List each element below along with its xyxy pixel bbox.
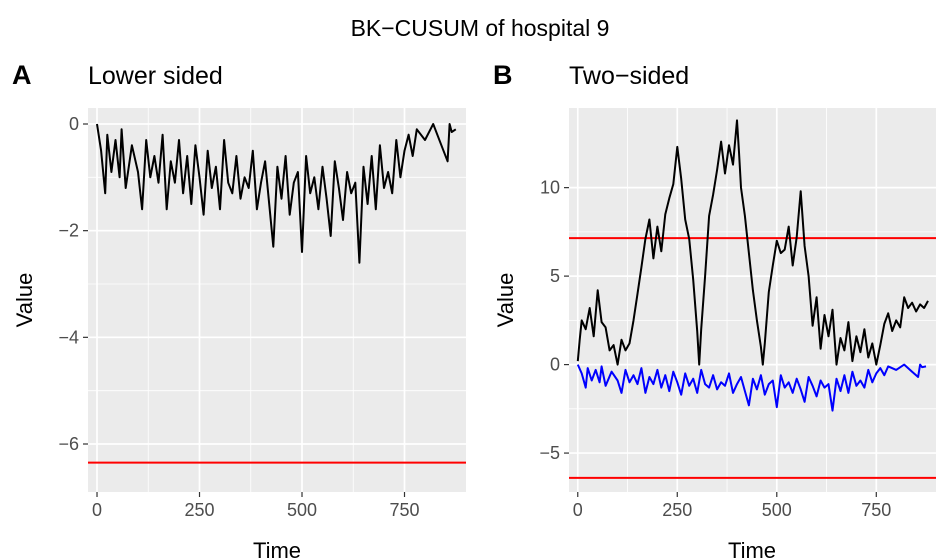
- series-line-2: [576, 363, 927, 412]
- y-tick-label: 0: [550, 355, 560, 375]
- panel-title-a: Lower sided: [88, 62, 223, 90]
- series-line-1: [96, 123, 457, 264]
- y-axis-label-a: Value: [12, 273, 37, 328]
- panel-tag-b: B: [493, 60, 513, 90]
- y-tick-label: 10: [540, 178, 560, 198]
- grid-b: [569, 108, 936, 492]
- x-tick-label: 750: [389, 500, 419, 520]
- y-axis-a: −6 −4 −2 0: [58, 114, 88, 454]
- x-axis-label-b: Time: [728, 538, 776, 560]
- panel-title-b: Two−sided: [569, 62, 689, 90]
- x-tick-label: 500: [762, 500, 792, 520]
- figure-title: BK−CUSUM of hospital 9: [351, 15, 610, 41]
- panel-a: A Lower sided −6 −4 −2 0 0 250 500 750 Time Va…: [12, 60, 466, 560]
- series-line-1: [576, 119, 929, 366]
- x-tick-label: 0: [573, 500, 583, 520]
- threshold-lines-b: [569, 237, 936, 479]
- x-tick-label: 500: [287, 500, 317, 520]
- y-tick-label: −2: [58, 221, 79, 241]
- y-tick-label: −6: [58, 434, 79, 454]
- series-a: [96, 123, 457, 264]
- x-tick-label: 0: [92, 500, 102, 520]
- plot-background-b: [569, 108, 936, 492]
- y-tick-label: −4: [58, 327, 79, 347]
- panel-b: B Two−sided −5 0 5 10 0 250 500 750 Time Value: [493, 60, 936, 560]
- x-tick-label: 750: [861, 500, 891, 520]
- x-tick-label: 250: [184, 500, 214, 520]
- y-tick-label: −5: [539, 443, 560, 463]
- x-tick-label: 250: [662, 500, 692, 520]
- panel-tag-a: A: [12, 60, 32, 90]
- y-axis-b: −5 0 5 10: [539, 178, 569, 463]
- x-axis-label-a: Time: [253, 538, 301, 560]
- x-axis-a: 0 250 500 750: [92, 492, 420, 520]
- y-tick-label: 5: [550, 266, 560, 286]
- series-b: [576, 119, 929, 412]
- y-axis-label-b: Value: [493, 273, 518, 328]
- y-tick-label: 0: [69, 114, 79, 134]
- x-axis-b: 0 250 500 750: [573, 492, 891, 520]
